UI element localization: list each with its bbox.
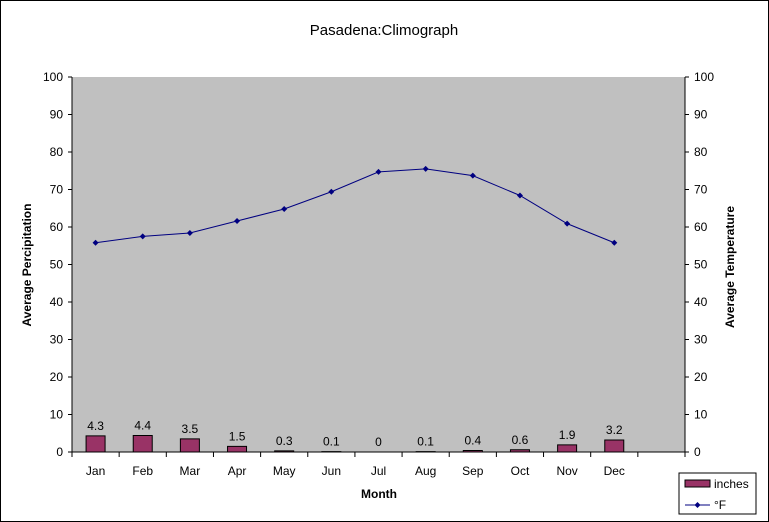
temperature-point: [611, 239, 618, 246]
x-tick-label: Dec: [604, 464, 625, 478]
left-tick-label: 30: [50, 333, 64, 347]
precipitation-data-label: 3.2: [606, 423, 623, 437]
plot-area: [72, 77, 685, 452]
left-tick-label: 40: [50, 295, 64, 309]
temperature-line: [92, 165, 618, 246]
right-tick-label: 40: [694, 295, 708, 309]
temperature-point: [186, 230, 193, 236]
left-tick-label: 90: [50, 108, 64, 122]
temperature-point: [281, 206, 288, 212]
x-tick-label: Aug: [415, 464, 436, 478]
left-axis-title: Average Percipitation: [20, 204, 34, 327]
temperature-point: [139, 233, 146, 240]
left-y-axis: 0 10 20 30 40 50 60 70 80 90 100: [43, 70, 73, 459]
x-axis-title: Month: [361, 487, 397, 501]
temperature-point: [328, 188, 335, 195]
right-tick-label: 70: [694, 183, 708, 197]
right-y-axis: 0 10 20 30 40 50 60 70 80 90 100: [684, 70, 714, 459]
x-tick-label: Apr: [228, 464, 247, 478]
right-tick-label: 50: [694, 258, 708, 272]
precipitation-data-label: 4.4: [134, 419, 151, 433]
precipitation-bar: [604, 439, 625, 453]
x-tick-label: Mar: [180, 464, 201, 478]
left-tick-label: 80: [50, 145, 64, 159]
precipitation-bar: [85, 435, 106, 453]
right-tick-label: 20: [694, 370, 708, 384]
precipitation-bars: [85, 435, 625, 453]
x-axis: Jan Feb Mar Apr May Jun Jul Aug Sep Oct Nov Dec: [71, 451, 686, 478]
right-tick-label: 30: [694, 333, 708, 347]
x-tick-label: Jul: [371, 464, 386, 478]
temperature-point: [564, 220, 571, 227]
precipitation-bar: [509, 449, 530, 453]
x-tick-label: Nov: [556, 464, 577, 478]
temperature-point: [469, 172, 476, 179]
x-tick-label: Oct: [511, 464, 530, 478]
temperature-series-line: [95, 168, 615, 244]
right-tick-label: 60: [694, 220, 708, 234]
precipitation-bar: [179, 438, 200, 453]
precipitation-data-label: 3.5: [182, 422, 199, 436]
precipitation-bar: [462, 450, 483, 453]
precipitation-bar: [274, 450, 295, 453]
legend-marker-temp: [694, 502, 701, 508]
left-tick-label: 20: [50, 370, 64, 384]
precipitation-data-label: 0.6: [512, 433, 529, 447]
precipitation-data-label: 0.1: [417, 435, 434, 449]
precipitation-data-label: 0.3: [276, 434, 293, 448]
precipitation-bar: [227, 445, 248, 453]
right-tick-label: 10: [694, 408, 708, 422]
x-tick-label: Jun: [322, 464, 341, 478]
temperature-point: [92, 239, 99, 246]
x-tick-label: Feb: [132, 464, 153, 478]
right-tick-label: 0: [694, 445, 701, 459]
precipitation-bar: [132, 435, 153, 453]
temperature-point: [375, 168, 382, 175]
x-tick-label: Sep: [462, 464, 484, 478]
precipitation-data-label: 1.5: [229, 429, 246, 443]
left-tick-label: 0: [56, 445, 63, 459]
left-tick-label: 10: [50, 408, 64, 422]
right-tick-label: 90: [694, 108, 708, 122]
precipitation-data-label: 0.1: [323, 435, 340, 449]
right-tick-label: 100: [694, 70, 714, 84]
precipitation-data-label: 1.9: [559, 428, 576, 442]
legend-swatch-inches: [684, 479, 711, 488]
precipitation-data-label: 0: [375, 435, 382, 449]
left-tick-label: 50: [50, 258, 64, 272]
legend: inches °F: [678, 472, 757, 515]
precipitation-bar: [557, 444, 578, 453]
left-tick-label: 60: [50, 220, 64, 234]
temperature-point: [422, 165, 429, 172]
legend-label-inches: inches: [714, 477, 749, 491]
chart-title: Pasadena:Climograph: [310, 22, 458, 39]
precipitation-data-label: 0.4: [464, 434, 481, 448]
x-tick-label: Jan: [86, 464, 105, 478]
temperature-point: [516, 192, 523, 199]
precipitation-data-label: 4.3: [87, 419, 104, 433]
right-axis-title: Average Temperature: [723, 206, 737, 328]
legend-label-temp: °F: [714, 498, 726, 512]
right-tick-label: 80: [694, 145, 708, 159]
x-tick-label: May: [273, 464, 296, 478]
temperature-point: [234, 218, 241, 224]
left-tick-label: 100: [43, 70, 63, 84]
left-tick-label: 70: [50, 183, 64, 197]
precipitation-data-labels: 4.3 4.4 3.5 1.5 0.3 0.1 0 0.1 0.4 0.6 1.9 3.2: [87, 419, 623, 450]
